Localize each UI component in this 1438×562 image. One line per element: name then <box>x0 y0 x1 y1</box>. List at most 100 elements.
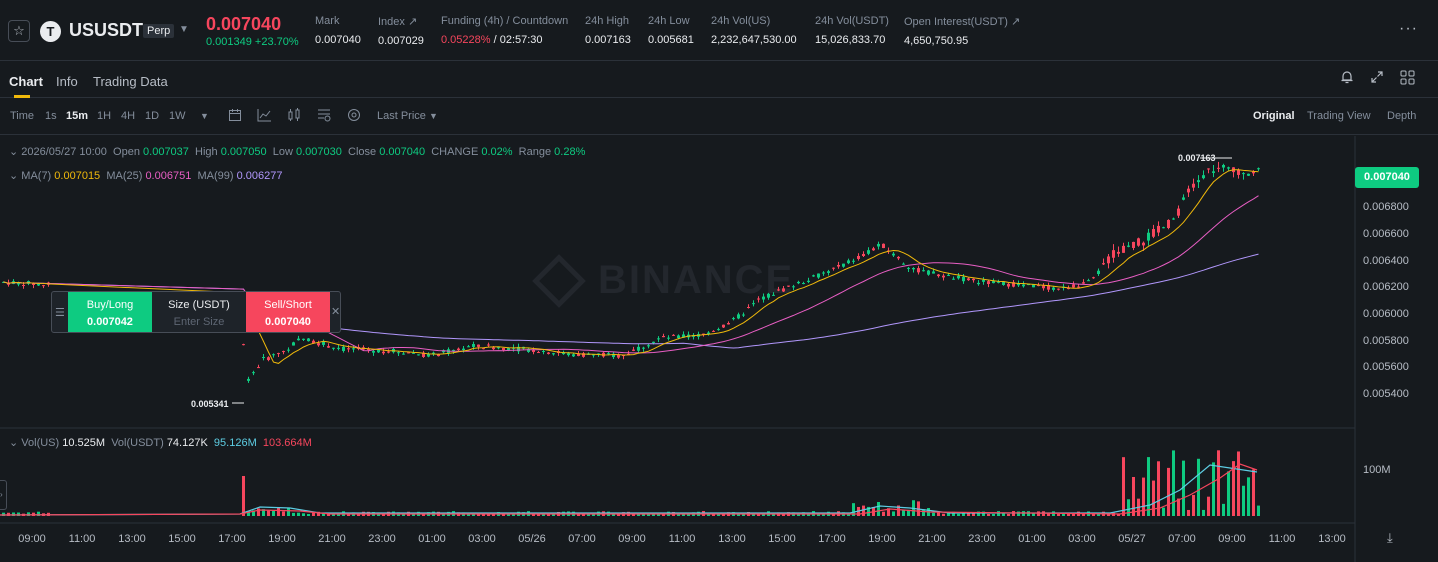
candle-body <box>1162 227 1165 229</box>
candle-body <box>712 330 715 332</box>
expand-icon[interactable] <box>1370 70 1384 87</box>
collapse-icon[interactable]: ⌄ <box>9 437 19 449</box>
drag-handle-icon[interactable]: ☰ <box>55 307 65 319</box>
interval-dropdown-icon[interactable]: ▼ <box>200 111 209 121</box>
volume-bar <box>1197 458 1200 516</box>
symbol-name[interactable]: USUSDT <box>69 20 144 40</box>
stat-index[interactable]: Index ↗ 0.007029 <box>378 15 424 47</box>
volume-ma2-line <box>0 463 1258 516</box>
tab-trading-data[interactable]: Trading Data <box>93 74 168 89</box>
ma99-label: MA(99) <box>197 170 234 182</box>
volume-bar <box>282 511 285 516</box>
interval-time[interactable]: Time <box>10 110 35 122</box>
candle-body <box>367 348 370 351</box>
ma25-line <box>3 195 1259 354</box>
scale-reset-icon[interactable]: ⤓ <box>1387 530 1393 545</box>
price-change: 0.001349 +23.70% <box>206 36 299 48</box>
candle-body <box>1092 277 1095 279</box>
high-value: 0.007050 <box>220 146 267 158</box>
candle-body <box>1242 173 1245 175</box>
layout-grid-icon[interactable] <box>1400 70 1415 88</box>
candle-body <box>1187 188 1190 193</box>
binance-watermark: BINANCE <box>598 258 795 302</box>
volume-bar <box>17 512 20 516</box>
view-depth[interactable]: Depth <box>1387 110 1417 122</box>
candle-body <box>1007 283 1010 287</box>
bell-icon[interactable] <box>1340 70 1354 87</box>
candles-group <box>2 161 1260 383</box>
candle-body <box>1122 245 1125 253</box>
candle-body <box>427 353 430 357</box>
volume-bar <box>887 508 890 516</box>
candle-body <box>832 267 835 269</box>
candle-body <box>892 253 895 256</box>
price-tick: 0.005600 <box>1363 361 1409 373</box>
price-type-select[interactable]: Last Price ▼ <box>377 110 438 122</box>
volume-bar <box>662 513 665 516</box>
indicator-icon[interactable] <box>257 108 272 125</box>
interval-4h[interactable]: 4H <box>121 110 136 122</box>
interval-1s[interactable]: 1s <box>45 110 57 122</box>
collapse-icon[interactable]: ⌄ <box>9 146 19 158</box>
ohlc-legend: ⌄ 2026/05/27 10:00 Open 0.007037 High 0.… <box>9 145 585 158</box>
tab-info[interactable]: Info <box>56 74 78 89</box>
candle-body <box>1022 284 1025 287</box>
settings-list-icon[interactable] <box>317 108 332 125</box>
candle-body <box>432 352 435 354</box>
volume-bar <box>537 513 540 516</box>
time-tick: 09:00 <box>1218 533 1246 545</box>
time-tick: 21:00 <box>918 533 946 545</box>
open-label: Open <box>113 146 140 158</box>
interval-1d[interactable]: 1D <box>145 110 160 122</box>
candle-body <box>707 332 710 335</box>
time-tick: 19:00 <box>268 533 296 545</box>
candle-body <box>1207 168 1210 170</box>
sell-short-button[interactable]: Sell/Short 0.007040 <box>246 292 330 332</box>
close-icon[interactable]: ✕ <box>331 306 341 318</box>
candle-body <box>647 345 650 347</box>
interval-1w[interactable]: 1W <box>169 110 186 122</box>
layer-settings-icon[interactable] <box>347 108 361 125</box>
volume-bar <box>1107 513 1110 516</box>
candle-body <box>717 329 720 331</box>
volume-bars-group <box>2 450 1260 516</box>
symbol-dropdown-icon[interactable]: ▼ <box>179 24 189 35</box>
candle-body <box>817 273 820 278</box>
candle-body <box>402 353 405 355</box>
candle-body <box>577 353 580 356</box>
buy-long-button[interactable]: Buy/Long 0.007042 <box>68 292 152 332</box>
candle-type-icon[interactable] <box>287 108 301 125</box>
calendar-icon[interactable] <box>228 108 242 125</box>
candle-body <box>782 288 785 292</box>
stat-open-interest[interactable]: Open Interest(USDT) ↗ 4,650,750.95 <box>904 15 1020 47</box>
candle-body <box>257 367 260 369</box>
volume-bar <box>262 509 265 516</box>
more-options-icon[interactable]: ··· <box>1399 20 1418 37</box>
view-original[interactable]: Original <box>1253 110 1295 122</box>
volume-bar <box>287 507 290 516</box>
volume-bar <box>1132 476 1135 516</box>
stat-label: 24h Vol(USDT) <box>815 15 889 27</box>
candle-body <box>22 285 25 287</box>
candle-body <box>372 350 375 353</box>
candle-body <box>1142 242 1145 246</box>
panel-handle-icon[interactable]: › <box>0 480 7 510</box>
candle-body <box>747 306 750 308</box>
time-tick: 17:00 <box>218 533 246 545</box>
volume-bar <box>1032 513 1035 516</box>
candle-body <box>837 264 840 267</box>
size-input[interactable] <box>159 316 239 328</box>
volume-bar <box>972 512 975 516</box>
time-tick: 03:00 <box>1068 533 1096 545</box>
favorite-star-icon[interactable]: ☆ <box>8 20 30 42</box>
collapse-icon[interactable]: ⌄ <box>9 170 19 182</box>
volume-bar <box>822 513 825 516</box>
interval-1h[interactable]: 1H <box>97 110 112 122</box>
volume-bar <box>1227 471 1230 516</box>
view-trading-view[interactable]: Trading View <box>1307 110 1371 122</box>
interval-15m[interactable]: 15m <box>66 110 89 122</box>
tab-chart[interactable]: Chart <box>9 74 43 89</box>
candle-body <box>1257 168 1260 170</box>
candle-body <box>517 346 520 352</box>
